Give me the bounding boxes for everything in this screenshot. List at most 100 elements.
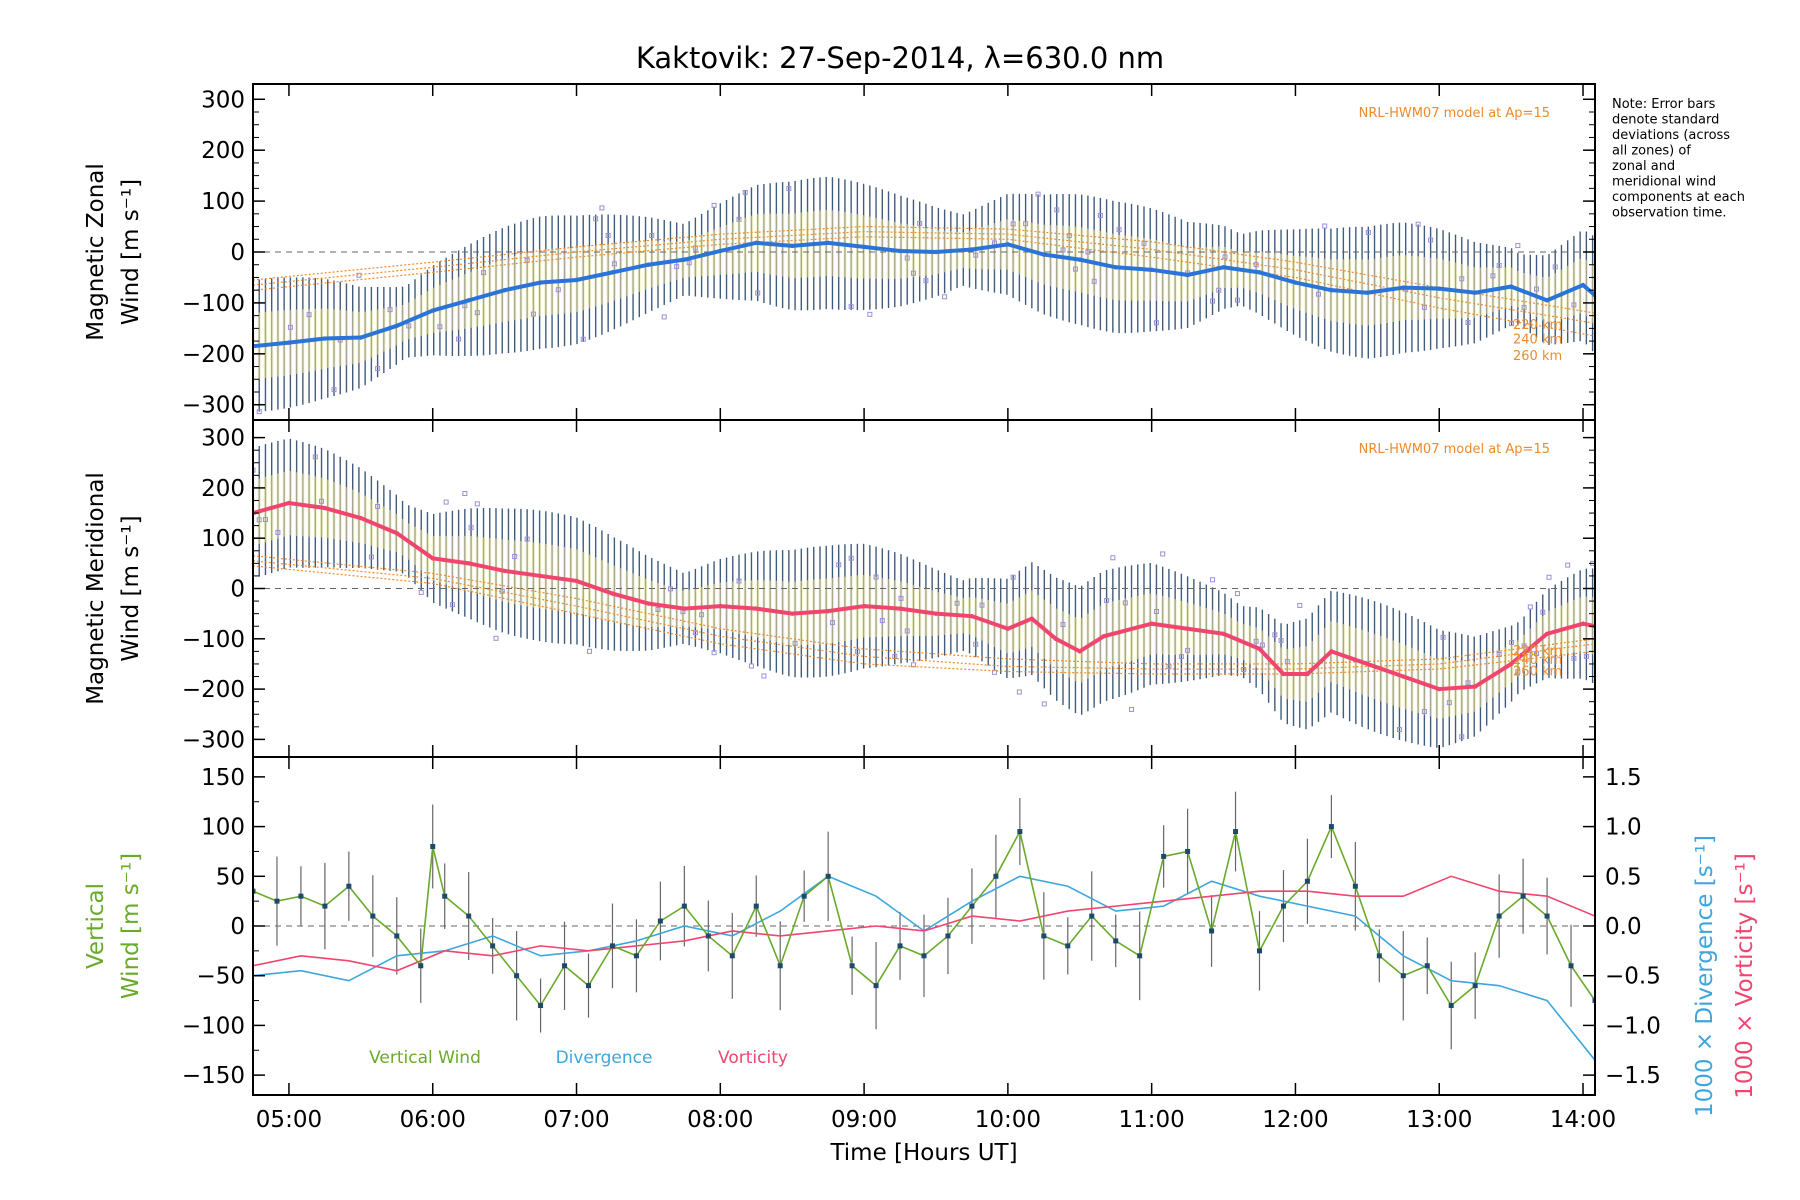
zone-sample	[898, 595, 904, 601]
data-point	[538, 1003, 544, 1009]
data-point	[286, 340, 292, 345]
data-point	[993, 873, 999, 879]
data-point	[1472, 684, 1478, 689]
series-line-vorticity	[253, 875, 1595, 972]
data-point	[1257, 646, 1262, 652]
zone-sample	[611, 261, 617, 267]
zone-sample	[1583, 653, 1589, 659]
zone-sample	[1129, 706, 1135, 712]
data-point	[825, 873, 831, 879]
data-point	[1017, 829, 1023, 835]
data-point	[705, 933, 711, 939]
zone-sample	[418, 589, 424, 595]
zone-sample	[1153, 320, 1159, 326]
note-line: observation time.	[1612, 206, 1727, 221]
data-point	[1328, 824, 1334, 830]
data-point	[825, 240, 831, 246]
data-point	[1137, 953, 1143, 959]
data-point	[969, 247, 975, 252]
zone-sample	[1060, 622, 1066, 628]
data-point	[1508, 284, 1514, 289]
data-point	[1365, 661, 1370, 667]
zone-sample	[954, 600, 960, 606]
zone-sample	[524, 257, 530, 263]
data-point	[754, 240, 759, 246]
data-point	[1089, 913, 1095, 919]
y-tick-label: −100	[182, 627, 245, 653]
legend-item: Divergence	[556, 1048, 653, 1068]
zone-sample	[942, 294, 948, 300]
zone-sample	[1072, 266, 1078, 272]
plot-area-meridional	[253, 438, 1595, 748]
y-tick-label: 0	[230, 240, 245, 266]
hwm-model-line	[253, 225, 1595, 314]
y-tick-label: −100	[182, 291, 245, 317]
zone-sample	[1278, 637, 1284, 643]
x-tick-label: 14:00	[1550, 1107, 1616, 1133]
data-point	[1520, 893, 1526, 899]
data-point	[1472, 290, 1478, 295]
y-tick-label: −150	[182, 1063, 245, 1089]
altitude-label: 240 km	[1513, 653, 1562, 668]
model-label: NRL-HWM07 model at Ap=15	[1359, 106, 1550, 121]
data-point	[466, 561, 471, 566]
zone-sample	[910, 270, 916, 276]
zone-sample	[1515, 669, 1521, 675]
zone-sample	[1035, 191, 1041, 197]
data-point	[1281, 671, 1286, 677]
zone-sample	[649, 233, 655, 239]
zone-sample	[1540, 609, 1546, 615]
data-point	[1544, 913, 1550, 919]
data-point	[861, 244, 867, 250]
zone-sample	[406, 323, 412, 329]
data-point	[610, 270, 615, 275]
y-axis-label-line2: Wind [m s⁻¹]	[118, 515, 144, 661]
data-point	[1101, 634, 1106, 639]
zone-sample	[1041, 701, 1047, 707]
y-tick-label: 100	[201, 815, 245, 841]
zone-sample	[1465, 319, 1471, 325]
zone-sample	[686, 260, 692, 266]
data-point	[945, 933, 951, 939]
zone-sample	[253, 467, 256, 473]
data-point	[1329, 649, 1334, 654]
zone-sample	[748, 663, 754, 669]
data-point	[1305, 671, 1310, 677]
series-line-vertical-wind	[253, 824, 1595, 1007]
zone-sample	[306, 312, 312, 318]
data-point	[418, 963, 424, 969]
note-line: Note: Error bars	[1612, 97, 1716, 112]
zone-sample	[711, 202, 717, 208]
data-point	[430, 843, 436, 849]
zone-sample	[287, 324, 293, 330]
y-tick-label: 200	[201, 138, 245, 164]
data-point	[825, 608, 831, 614]
zone-sample	[699, 612, 705, 618]
data-point	[1209, 928, 1215, 934]
note-line: all zones) of	[1612, 144, 1691, 159]
data-point	[274, 898, 280, 904]
data-point	[1161, 853, 1167, 859]
zone-sample	[1421, 304, 1427, 310]
zone-sample	[256, 517, 262, 523]
data-point	[1437, 286, 1442, 291]
zone-sample	[586, 648, 592, 654]
data-point	[394, 933, 400, 939]
data-point	[1437, 686, 1442, 692]
zone-sample	[1222, 254, 1228, 260]
y2-axis-label-vorticity: 1000 × Vorticity [s⁻¹]	[1732, 853, 1758, 1099]
note-line: zonal and	[1612, 159, 1675, 174]
data-point	[1401, 285, 1406, 290]
zone-sample	[761, 673, 767, 679]
data-point	[1149, 267, 1154, 273]
zone-sample	[792, 640, 798, 646]
data-point	[1185, 848, 1191, 854]
zone-sample	[1521, 643, 1527, 649]
data-point	[1304, 878, 1310, 884]
zone-sample	[1521, 305, 1527, 311]
zone-sample	[1465, 680, 1471, 686]
altitude-label: 220 km	[1513, 644, 1562, 659]
data-point	[1580, 282, 1586, 288]
